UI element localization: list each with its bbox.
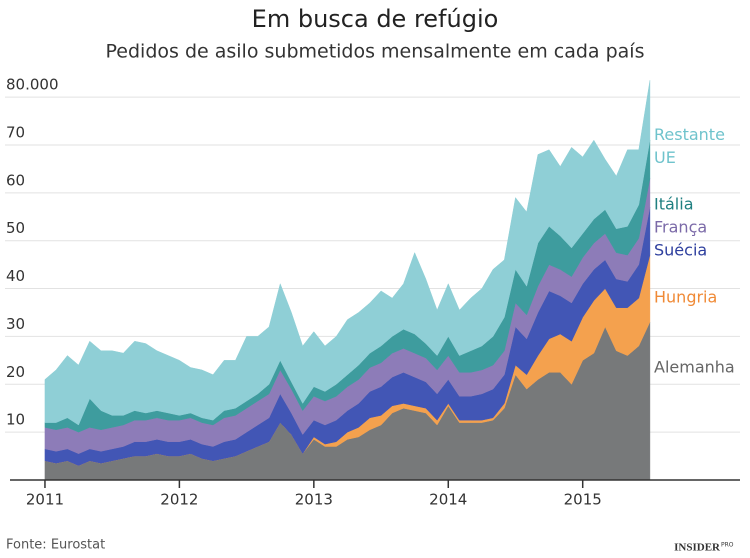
x-tick-label: 2012 (160, 491, 198, 509)
chart-subtitle: Pedidos de asilo submetidos mensalmente … (106, 41, 645, 63)
logo-suffix: PRO (721, 542, 734, 549)
y-tick-label: 60 (6, 171, 25, 189)
x-tick-label: 2014 (429, 491, 467, 509)
x-tick-label: 2015 (564, 491, 602, 509)
x-tick-label: 2013 (295, 491, 333, 509)
legend-label: Restante UE (654, 125, 725, 167)
legend-label: França (654, 218, 707, 237)
source: Fonte: Eurostat (6, 538, 105, 553)
logo: INSIDER (674, 542, 721, 554)
y-tick-label: 80.000 (6, 76, 59, 94)
chart-title: Em busca de refúgio (252, 5, 499, 33)
y-tick-label: 20 (6, 363, 25, 381)
y-tick-label: 40 (6, 267, 25, 285)
y-tick-label: 30 (6, 315, 25, 333)
y-tick-label: 10 (6, 411, 25, 429)
legend-label: Suécia (654, 241, 707, 260)
legend-label: Hungria (654, 288, 717, 307)
y-tick-label: 50 (6, 219, 25, 237)
legend-label: Itália (654, 195, 694, 214)
x-tick-label: 2011 (26, 491, 64, 509)
y-tick-label: 70 (6, 123, 25, 141)
area (44, 80, 651, 426)
legend-label: Alemanha (654, 358, 735, 377)
